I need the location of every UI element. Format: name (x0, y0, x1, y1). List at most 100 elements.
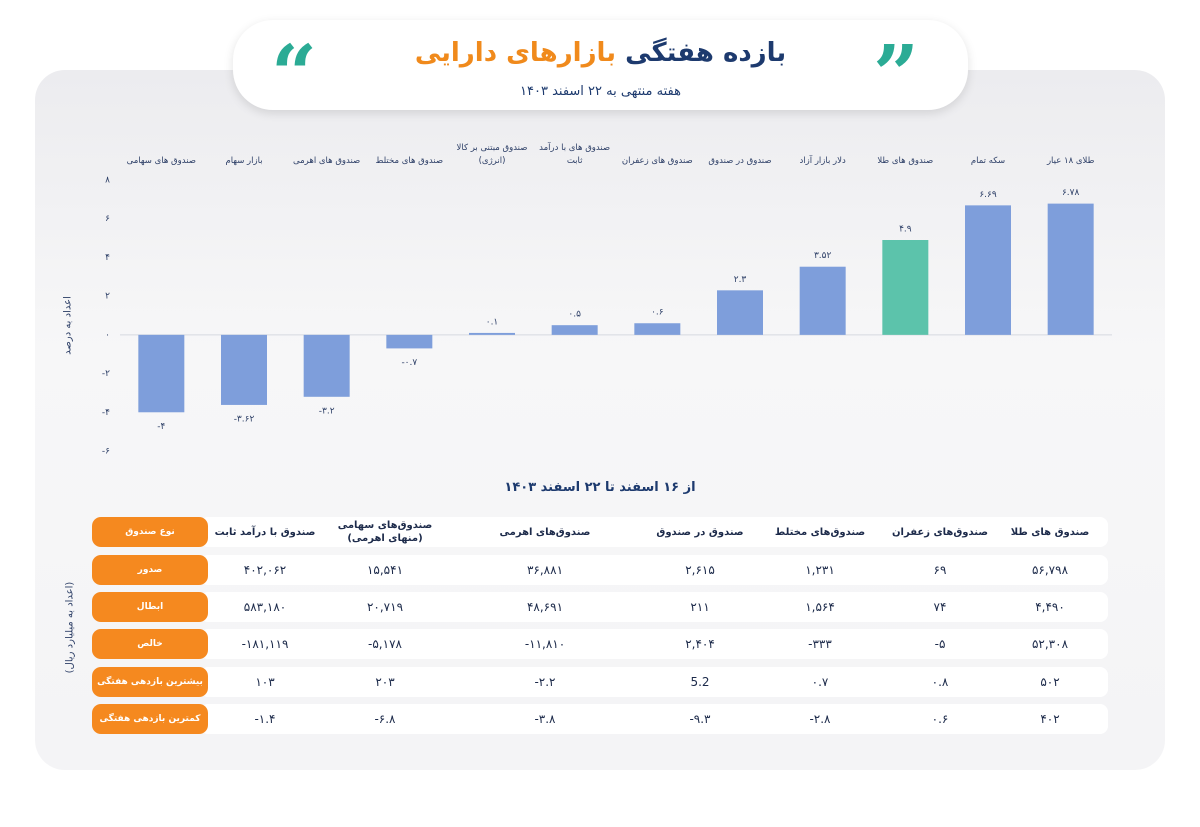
table-cell: ۲,۶۱۵ (685, 563, 715, 577)
bar (882, 240, 929, 335)
table-cell: ۵۸۳,۱۸۰ (243, 600, 287, 614)
x-tick-label: سکه تمام (970, 156, 1006, 166)
y-tick-label: ۴ (105, 253, 110, 263)
table-cell: ۴۰۲ (1040, 712, 1060, 726)
column-header: صندوق‌های سهامی (منهای اهرمی) (337, 520, 433, 544)
bar (799, 266, 846, 335)
bar (717, 290, 763, 335)
header: “ ” بازده هفتگی بازارهای دارایی هفته منت… (233, 20, 968, 114)
table-row-bg (200, 704, 1108, 734)
value-label: -۳.۲ (319, 406, 335, 416)
table-cell: ۰.۶ (931, 712, 949, 726)
bar (221, 334, 267, 405)
bar (386, 334, 433, 349)
y-tick-label: -۶ (102, 447, 110, 457)
table-cell: ۴۸,۶۹۱ (526, 600, 564, 614)
y-tick-label: ۸ (105, 176, 110, 186)
x-tick-label: صندوق های مختلط (375, 156, 444, 166)
table-row-bg (200, 592, 1108, 622)
table-cell: ۵۰۲ (1040, 675, 1060, 689)
y-tick-label: ۲ (105, 292, 110, 302)
bar (551, 325, 598, 335)
value-label: -۴ (157, 422, 165, 432)
table-cell: -۲.۲ (534, 675, 556, 689)
table-cell: -۳.۸ (534, 712, 556, 726)
y-axis-label: اعداد به درصد (62, 296, 74, 355)
table-cell: -۶.۸ (374, 712, 396, 726)
x-tick-label: صندوق های اهرمی (293, 156, 361, 166)
table-row-bg (200, 629, 1108, 659)
table-row-bg (200, 517, 1108, 547)
value-label: ۶.۷۸ (1062, 188, 1080, 198)
table-cell: ۱,۲۳۱ (805, 563, 835, 577)
table-cell: ۱,۵۶۴ (805, 600, 835, 614)
bar (303, 334, 350, 397)
y-tick-label: -۲ (102, 369, 110, 379)
title-part: بازارهای دارایی (414, 38, 617, 68)
column-header: صندوق‌های مختلط (774, 526, 866, 538)
row-header: بیشترین بازدهی هفتگی (92, 667, 208, 697)
table-cell: ۲۰۳ (375, 675, 395, 689)
x-tick-label: صندوق مبتنی بر کالا (انرژی) (456, 143, 528, 166)
x-tick-label: صندوق های زعفران (621, 156, 693, 166)
bar (634, 323, 681, 335)
table-cell: ۲۱۱ (690, 600, 710, 614)
y-tick-label: ۶ (105, 214, 110, 224)
x-tick-label: طلای ۱۸ عیار (1046, 156, 1095, 166)
x-tick-label: بازار سهام (225, 156, 263, 166)
value-label: -۳.۶۲ (234, 414, 255, 424)
value-label: ۲.۳ (734, 275, 747, 285)
x-tick-label: صندوق در صندوق (708, 156, 772, 166)
bar (1047, 203, 1094, 335)
y-tick-label: ۰ (105, 330, 110, 340)
table-title: از ۱۶ اسفند تا ۲۲ اسفند ۱۴۰۳ (504, 480, 696, 495)
table-cell: ۳۶,۸۸۱ (526, 563, 564, 577)
table-row-bg (200, 667, 1108, 697)
value-label: ۰.۵ (568, 310, 581, 320)
quote-mark: “ (271, 27, 318, 121)
column-header: صندوق‌های اهرمی (499, 526, 591, 538)
table-cell: -۱۱,۸۱۰ (524, 637, 566, 651)
table-cell: -۱۸۱,۱۱۹ (241, 637, 289, 651)
table-cell: ۱۵,۵۴۱ (366, 563, 404, 577)
quote-mark: ” (873, 27, 920, 121)
column-header: صندوق‌های زعفران (892, 526, 988, 538)
table-cell: -۵ (934, 637, 946, 651)
table-cell: ۱۰۳ (255, 675, 275, 689)
x-tick-label: صندوق های طلا (877, 156, 934, 166)
table-cell: ۶۹ (933, 563, 947, 577)
table-cell: -۱.۴ (254, 712, 276, 726)
table-cell: -۹.۳ (689, 712, 711, 726)
table-cell: -۳۳۳ (808, 637, 832, 651)
table-cell: ۷۴ (933, 600, 947, 614)
column-header: صندوق های طلا (1010, 526, 1090, 538)
column-header: صندوق با درآمد ثابت (214, 526, 316, 538)
table-cell: ۰.۷ (811, 675, 829, 689)
row-header: نوع صندوق (92, 517, 208, 547)
table-unit: (اعداد به میلیارد ریال) (64, 581, 76, 674)
title: بازده هفتگی بازارهای دارایی (233, 38, 968, 68)
row-header: کمترین بازدهی هفتگی (92, 704, 208, 734)
subtitle: هفته منتهی به ۲۲ اسفند ۱۴۰۳ (520, 84, 681, 99)
x-tick-label: صندوق های با درآمد ثابت (539, 143, 611, 166)
value-label: ۴.۹ (899, 225, 912, 235)
value-label: -۰.۷ (401, 358, 417, 368)
value-label: ۶.۶۹ (979, 190, 997, 200)
value-label: ۰.۱ (486, 317, 499, 327)
row-header: ابطال (92, 592, 208, 622)
column-header: صندوق در صندوق (656, 526, 744, 538)
table-cell: ۲,۴۰۴ (685, 637, 715, 651)
table-cell: ۲۰,۷۱۹ (366, 600, 404, 614)
table-cell: ۴,۴۹۰ (1035, 600, 1065, 614)
table-cell: ۵۶,۷۹۸ (1031, 563, 1069, 577)
table-cell: ۰.۸ (931, 675, 949, 689)
x-tick-label: دلار بازار آزاد (799, 156, 846, 166)
y-tick-label: -۴ (102, 408, 110, 418)
table-cell: -۲.۸ (809, 712, 831, 726)
x-tick-label: صندوق های سهامی (126, 156, 196, 166)
table-cell: 5.2 (690, 675, 710, 689)
bar (138, 334, 185, 413)
table-row-bg (200, 555, 1108, 585)
